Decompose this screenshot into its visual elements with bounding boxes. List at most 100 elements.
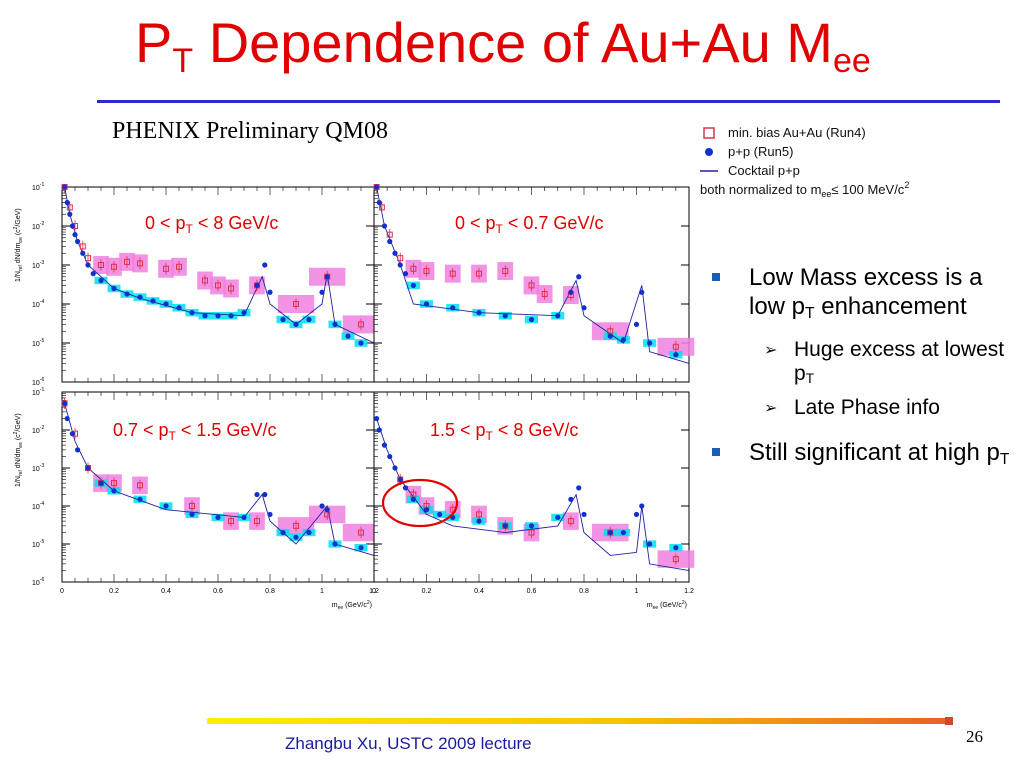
auau-point: [528, 282, 535, 289]
pp-point: [345, 333, 351, 339]
slide-subtitle: PHENIX Preliminary QM08: [112, 118, 388, 144]
pp-point: [228, 313, 234, 319]
y-axis-label-rest: dN/dm: [15, 448, 22, 471]
pp-point: [673, 352, 679, 358]
pp-point: [189, 511, 195, 518]
pp-point: [137, 294, 143, 300]
footer-text: Zhangbu Xu, USTC 2009 lecture: [285, 734, 532, 753]
auau-point: [423, 268, 430, 275]
y-tick-label: 10-5: [32, 539, 44, 549]
pp-point: [332, 321, 338, 327]
subbullet-1-sub: T: [805, 371, 815, 387]
pp-point: [137, 496, 143, 502]
y-axis-label-rest: dN/dm: [15, 243, 22, 266]
y-tick-exp: -3: [40, 463, 45, 469]
x-tick-label: 1.2: [684, 588, 694, 595]
legend-item-auau: min. bias Au+Au (Run4): [700, 123, 909, 142]
x-tick-label: 0.2: [109, 588, 119, 595]
pp-point: [581, 511, 587, 518]
pp-point: [267, 511, 273, 518]
y-axis-label-sub2: ee: [18, 442, 24, 448]
y-tick-exp: -6: [40, 577, 45, 583]
slide-title: PT Dependence of Au+Au Mee: [135, 8, 871, 86]
pp-point: [647, 340, 653, 346]
auau-point: [85, 255, 91, 262]
auau-point: [254, 518, 260, 525]
auau-point: [79, 243, 86, 250]
x-tick-label: 0.8: [265, 588, 275, 595]
highlight-ellipse: [381, 478, 459, 528]
title-rest: Dependence of Au+Au M: [193, 11, 833, 74]
pp-point: [402, 271, 409, 277]
pp-point: [98, 277, 104, 284]
y-tick-label: 10-3: [32, 260, 44, 270]
bullet-2-text: Still significant at high p: [749, 439, 1000, 466]
auau-point: [528, 529, 535, 536]
pp-point: [111, 285, 117, 292]
auau-point: [386, 231, 393, 238]
x-axis-label-rest: (GeV/c: [658, 602, 682, 609]
auau-point: [137, 260, 143, 267]
y-tick-exp: -5: [40, 539, 45, 545]
pp-point: [376, 199, 382, 206]
bullet-1-text: Low Mass excess is a low p: [749, 264, 983, 320]
auau-point: [397, 255, 404, 262]
y-axis-label-sub2: ee: [18, 237, 24, 243]
pp-point: [324, 507, 330, 513]
pp-point: [189, 310, 195, 316]
pp-point: [332, 541, 338, 547]
pp-point: [639, 289, 645, 295]
bullet-still-significant: Still significant at high pT: [712, 438, 1012, 470]
pp-point: [163, 503, 169, 509]
y-axis-label: 1/Nref dN/dmee (c2/GeV): [13, 208, 24, 282]
pp-point: [633, 511, 640, 518]
pp-point: [647, 541, 653, 547]
x-axis-label-rest: (GeV/c: [343, 602, 367, 609]
pp-point: [410, 496, 416, 502]
pp-point: [262, 491, 268, 498]
pp-point: [376, 427, 382, 433]
y-axis-label: 1/Nref dN/dmee (c2/GeV): [13, 413, 24, 487]
y-tick-label: 10-4: [32, 501, 44, 511]
pp-point: [423, 507, 430, 513]
x-tick-label: 0.8: [579, 588, 589, 595]
pp-point: [262, 262, 268, 268]
x-axis-label-sup: 2: [367, 600, 370, 606]
pp-point: [374, 415, 380, 422]
pp-point: [410, 282, 416, 288]
legend-note-sub: ee: [821, 188, 832, 199]
pp-point: [476, 310, 482, 316]
pp-point: [150, 298, 156, 304]
pp-point: [267, 289, 273, 295]
title-underline: [97, 100, 1000, 103]
x-axis-label-close: ): [370, 602, 372, 609]
pp-point: [306, 529, 312, 536]
legend-label-auau: min. bias Au+Au (Run4): [728, 125, 866, 140]
pp-point: [62, 184, 68, 190]
bullet-2-sub: T: [999, 450, 1010, 468]
y-axis-label-close: /GeV): [15, 413, 22, 431]
cocktail-curve: [376, 418, 690, 572]
y-axis-label-sub: ref: [18, 470, 24, 476]
y-tick-exp: -5: [40, 338, 45, 344]
pp-point: [75, 238, 81, 245]
x-tick-label: 0: [60, 588, 64, 595]
auau-point: [410, 265, 417, 272]
auau-point: [111, 480, 117, 487]
panel-label-4-b: < 8 GeV/c: [492, 420, 579, 440]
bullet-1-text-b: enhancement: [814, 293, 967, 320]
pp-point: [80, 250, 86, 256]
pp-point: [528, 316, 535, 323]
x-tick-label: 0: [372, 588, 376, 595]
pp-point: [392, 465, 398, 471]
panel-label-2-a: 0 < p: [455, 213, 496, 233]
pp-point: [163, 301, 169, 307]
panel-label-1-a: 0 < p: [145, 213, 186, 233]
pp-point: [215, 313, 221, 319]
square-bullet-icon: [712, 448, 720, 456]
filled-circle-icon: [705, 147, 713, 156]
auau-point: [176, 263, 182, 270]
y-tick-label: 10-3: [32, 463, 44, 473]
pp-point: [387, 238, 393, 245]
x-axis-label-sub: ee: [338, 605, 344, 611]
